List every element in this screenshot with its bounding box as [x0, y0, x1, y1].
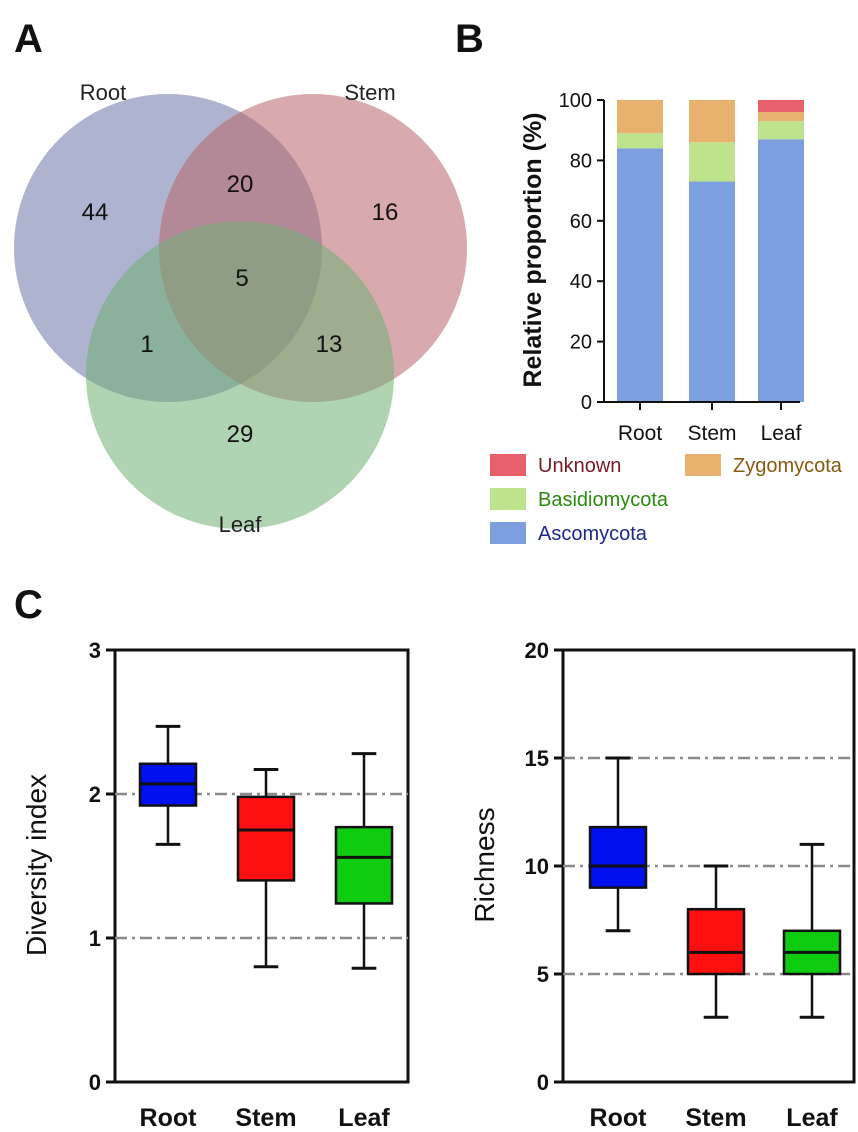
bar-x-tick-stem: Stem	[687, 422, 736, 445]
diversity-x-tick-leaf: Leaf	[338, 1104, 390, 1132]
bar-y-tick-100: 100	[559, 90, 592, 112]
venn-circle-leaf	[86, 221, 394, 529]
diversity-plot-frame	[113, 648, 410, 1084]
diversity-y-tick-2: 2	[89, 782, 101, 807]
diversity-boxplot: Diversity index 0 1 2 3 Root Stem Leaf	[21, 638, 410, 1132]
richness-y-tick-15: 15	[525, 746, 549, 771]
panel-label-a: A	[14, 17, 43, 61]
legend-label-zygomycota: Zygomycota	[733, 455, 843, 477]
richness-box-stem	[686, 907, 746, 976]
venn-count-stem-only: 16	[372, 199, 399, 226]
diversity-y-tick-1: 1	[89, 926, 101, 951]
legend-label-basidiomycota: Basidiomycota	[538, 489, 669, 511]
richness-y-tick-10: 10	[525, 854, 549, 879]
bar-segment-leaf-zygomycota	[758, 112, 804, 122]
venn-set-label-root: Root	[80, 80, 126, 105]
richness-x-tick-root: Root	[590, 1104, 648, 1132]
richness-x-tick-stem: Stem	[685, 1104, 746, 1132]
bar-segment-root-zygomycota	[617, 100, 663, 134]
venn-count-stem-leaf: 13	[316, 331, 343, 358]
panel-label-c: C	[14, 583, 43, 627]
richness-y-tick-5: 5	[537, 962, 549, 987]
bar-x-tick-leaf: Leaf	[761, 422, 802, 445]
legend-swatch-zygomycota	[685, 454, 721, 476]
diversity-box-stem	[236, 795, 296, 882]
venn-count-leaf-only: 29	[227, 421, 254, 448]
venn-count-root-stem: 20	[227, 171, 254, 198]
richness-box-root	[588, 825, 648, 889]
venn-set-label-leaf: Leaf	[219, 512, 263, 537]
venn-count-root-leaf: 1	[140, 331, 153, 358]
diversity-y-axis-label: Diversity index	[21, 774, 52, 956]
legend-label-ascomycota: Ascomycota	[538, 523, 648, 545]
venn-count-root-only: 44	[82, 199, 109, 226]
bar-segment-root-ascomycota	[617, 148, 663, 402]
legend-label-unknown: Unknown	[538, 455, 621, 477]
legend-swatch-unknown	[490, 454, 526, 476]
bar-segment-root-basidiomycota	[617, 133, 663, 149]
bar-y-tick-60: 60	[570, 211, 592, 233]
richness-y-axis-label: Richness	[469, 807, 500, 922]
bar-segment-leaf-unknown	[758, 100, 804, 113]
diversity-box-leaf	[334, 825, 394, 905]
bar-segment-stem-ascomycota	[689, 181, 735, 402]
richness-x-tick-leaf: Leaf	[786, 1104, 838, 1132]
bar-y-tick-80: 80	[570, 150, 592, 172]
venn-diagram: Root Stem Leaf 44 16 29 20 1 13 5	[14, 80, 467, 537]
bar-y-tick-20: 20	[570, 332, 592, 354]
diversity-y-tick-0: 0	[89, 1070, 101, 1095]
bar-y-tick-0: 0	[581, 392, 592, 414]
venn-count-all: 5	[235, 265, 248, 292]
legend-swatch-basidiomycota	[490, 488, 526, 510]
bar-x-tick-root: Root	[618, 422, 663, 445]
diversity-x-tick-stem: Stem	[235, 1104, 296, 1132]
bar-segment-leaf-ascomycota	[758, 139, 804, 402]
stacked-bar-chart: Root Stem Leaf 0 20 40 60 80 100 Relative propor…	[490, 90, 843, 545]
panel-label-b: B	[455, 17, 484, 61]
richness-y-tick-0: 0	[537, 1070, 549, 1095]
richness-boxplot: Richness 0 5 10 15 20 Root Stem Leaf	[469, 638, 856, 1132]
diversity-x-tick-root: Root	[140, 1104, 198, 1132]
bar-y-axis: Root Stem Leaf 0 20 40 60 80 100	[559, 90, 802, 445]
bar-legend: Unknown Zygomycota Basidiomycota Ascomycota	[490, 454, 843, 545]
bar-series-group	[617, 100, 804, 402]
bar-segment-leaf-basidiomycota	[758, 121, 804, 140]
bar-segment-stem-zygomycota	[689, 100, 735, 143]
richness-y-tick-20: 20	[525, 638, 549, 663]
legend-swatch-ascomycota	[490, 522, 526, 544]
bar-y-tick-40: 40	[570, 271, 592, 293]
venn-set-label-stem: Stem	[344, 80, 395, 105]
bar-y-axis-label: Relative proportion (%)	[519, 112, 547, 387]
diversity-y-tick-3: 3	[89, 638, 101, 663]
bar-segment-stem-basidiomycota	[689, 142, 735, 182]
